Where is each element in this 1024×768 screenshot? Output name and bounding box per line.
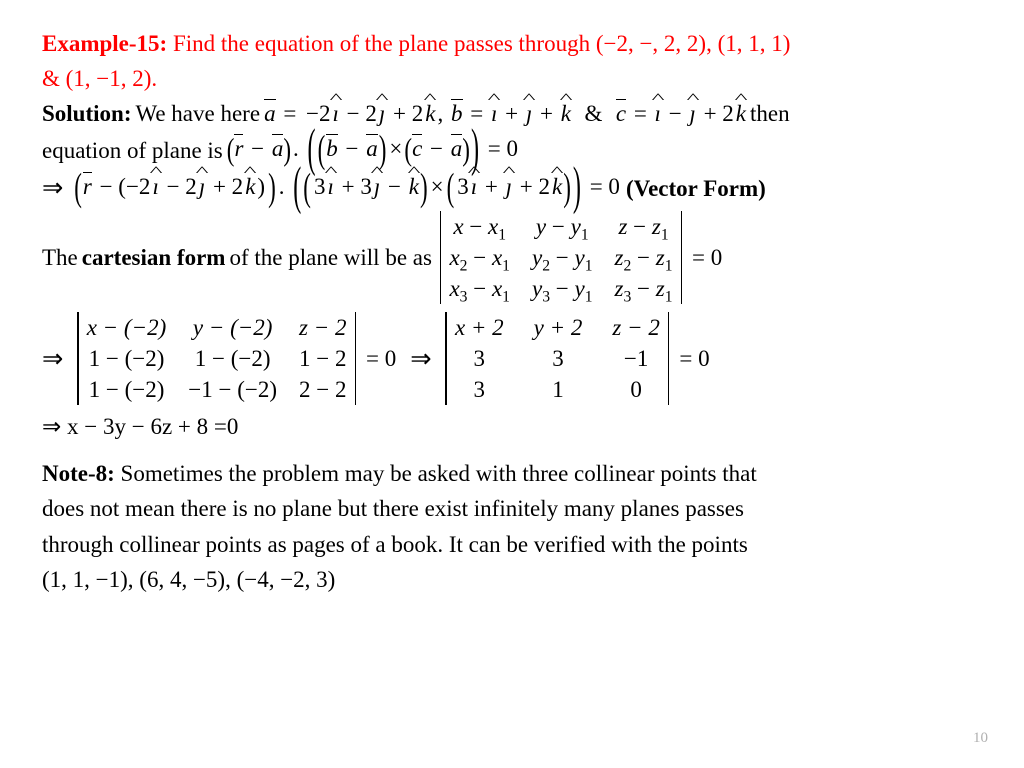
det-left: x − (−2) y − (−2) z − 2 1 − (−2) 1 − (−2… (73, 310, 360, 407)
example-problem: Example-15: Find the equation of the pla… (42, 28, 982, 59)
note-line-3: through collinear points as pages of a b… (42, 529, 982, 560)
determinants-row: ⇒ x − (−2) y − (−2) z − 2 1 − (−2) 1 − (… (42, 310, 982, 407)
example-problem-2: & (1, −1, 2). (42, 63, 982, 94)
vector-a: a = −2ı − 2ȷ + 2k, b = ı + ȷ + k & c = ı… (264, 98, 746, 129)
plane-lead: equation of plane is (42, 135, 223, 166)
cartesian-lead-b: of the plane will be as (229, 242, 431, 273)
cartesian-line: The cartesian form of the plane will be … (42, 209, 982, 306)
vector-form-label: (Vector Form) (626, 173, 766, 204)
eq-zero-1: = 0 (690, 242, 724, 273)
vector-form-line: ⇒ (r − (−2ı − 2ȷ + 2k)). ((3ı + 3ȷ − k)×… (42, 171, 982, 205)
plane-equation-generic: equation of plane is (r − a). ((b − a)×(… (42, 133, 982, 167)
solution-label: Solution: (42, 98, 131, 129)
page: Example-15: Find the equation of the pla… (0, 0, 1024, 595)
solution-tail: then (750, 98, 790, 129)
det-right: x + 2 y + 2 z − 2 3 3 −1 3 1 0 (441, 310, 673, 407)
note-line-4: (1, 1, −1), (6, 4, −5), (−4, −2, 3) (42, 564, 982, 595)
page-number: 10 (973, 728, 988, 748)
implies-icon-2: ⇒ (42, 342, 69, 376)
final-equation: ⇒ x − 3y − 6z + 8 =0 (42, 411, 982, 442)
eq-zero-3: = 0 (677, 343, 711, 374)
implies-icon: ⇒ (42, 171, 69, 205)
note-text-1: Sometimes the problem may be asked with … (121, 461, 757, 486)
solution-intro: We have here (135, 98, 260, 129)
cartesian-bold: cartesian form (82, 242, 226, 273)
note-label: Note-8: (42, 461, 115, 486)
implies-icon-3: ⇒ (402, 342, 437, 376)
eq-zero-2: = 0 (364, 343, 398, 374)
problem-text-b: & (1, −1, 2). (42, 66, 157, 91)
cartesian-lead-a: The (42, 242, 78, 273)
det-generic: x − x1 y − y1 z − z1 x2 − x1 y2 − y1 z2 … (436, 209, 686, 306)
problem-text-a: Find the equation of the plane passes th… (173, 31, 790, 56)
example-label: Example-15: (42, 31, 167, 56)
solution-vectors: Solution: We have here a = −2ı − 2ȷ + 2k… (42, 98, 982, 129)
note-line-1: Note-8: Sometimes the problem may be ask… (42, 458, 982, 489)
vector-form-math: (r − (−2ı − 2ȷ + 2k)). ((3ı + 3ȷ − k)×(3… (73, 171, 622, 205)
note-line-2: does not mean there is no plane but ther… (42, 493, 982, 524)
